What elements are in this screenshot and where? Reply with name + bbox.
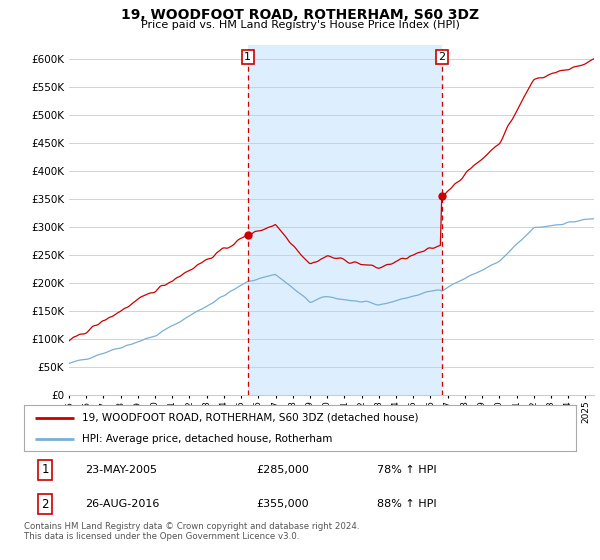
Text: 19, WOODFOOT ROAD, ROTHERHAM, S60 3DZ (detached house): 19, WOODFOOT ROAD, ROTHERHAM, S60 3DZ (d…	[82, 413, 418, 423]
Text: £355,000: £355,000	[256, 499, 308, 509]
Text: 1: 1	[244, 52, 251, 62]
Text: Contains HM Land Registry data © Crown copyright and database right 2024.
This d: Contains HM Land Registry data © Crown c…	[24, 522, 359, 542]
Text: 2: 2	[41, 498, 49, 511]
Bar	[248, 45, 442, 395]
Text: Price paid vs. HM Land Registry's House Price Index (HPI): Price paid vs. HM Land Registry's House …	[140, 20, 460, 30]
Text: 88% ↑ HPI: 88% ↑ HPI	[377, 499, 437, 509]
Text: 1: 1	[41, 463, 49, 476]
Text: 19, WOODFOOT ROAD, ROTHERHAM, S60 3DZ: 19, WOODFOOT ROAD, ROTHERHAM, S60 3DZ	[121, 8, 479, 22]
Text: 23-MAY-2005: 23-MAY-2005	[85, 465, 157, 475]
Text: 2: 2	[438, 52, 445, 62]
Text: 78% ↑ HPI: 78% ↑ HPI	[377, 465, 437, 475]
Text: HPI: Average price, detached house, Rotherham: HPI: Average price, detached house, Roth…	[82, 435, 332, 444]
Text: 26-AUG-2016: 26-AUG-2016	[85, 499, 159, 509]
Text: £285,000: £285,000	[256, 465, 309, 475]
